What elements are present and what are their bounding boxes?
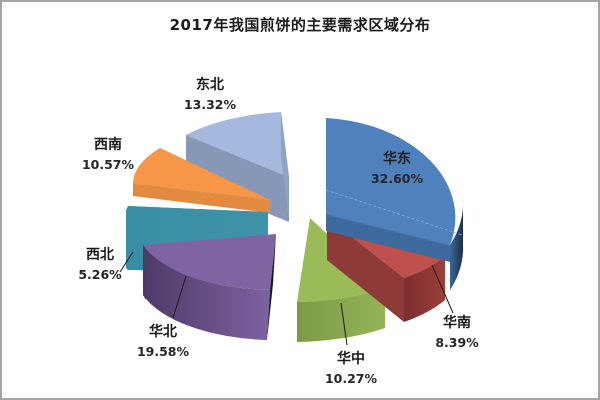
leader-line-huabei: [172, 275, 187, 319]
chart-title: 2017年我国煎饼的主要需求区域分布: [169, 16, 431, 34]
label-huabei-value: 19.58%: [137, 344, 190, 359]
label-xinan-name: 西南: [94, 136, 122, 153]
label-xibei-value: 5.26%: [78, 267, 122, 282]
slice-huabei[interactable]: [143, 234, 276, 340]
leader-line-huazhong: [340, 302, 348, 346]
label-huanan-name: 华南: [443, 314, 471, 331]
label-dongbei-value: 13.32%: [184, 97, 237, 112]
leader-line-huanan: [431, 264, 454, 314]
label-dongbei-name: 东北: [196, 76, 224, 93]
slice-xinan[interactable]: [133, 148, 270, 213]
label-huanan-value: 8.39%: [435, 335, 479, 350]
label-huazhong-value: 10.27%: [325, 371, 378, 386]
label-xibei-name: 西北: [86, 247, 114, 263]
slice-huadong[interactable]: [325, 118, 464, 290]
label-huabei-name: 华北: [149, 323, 177, 340]
label-huazhong-name: 华中: [337, 350, 365, 367]
leader-line-xibei: [119, 251, 134, 273]
label-huadong-name: 华东: [383, 150, 411, 167]
label-xinan-value: 10.57%: [82, 157, 135, 172]
label-huadong-value: 32.60%: [371, 171, 424, 186]
